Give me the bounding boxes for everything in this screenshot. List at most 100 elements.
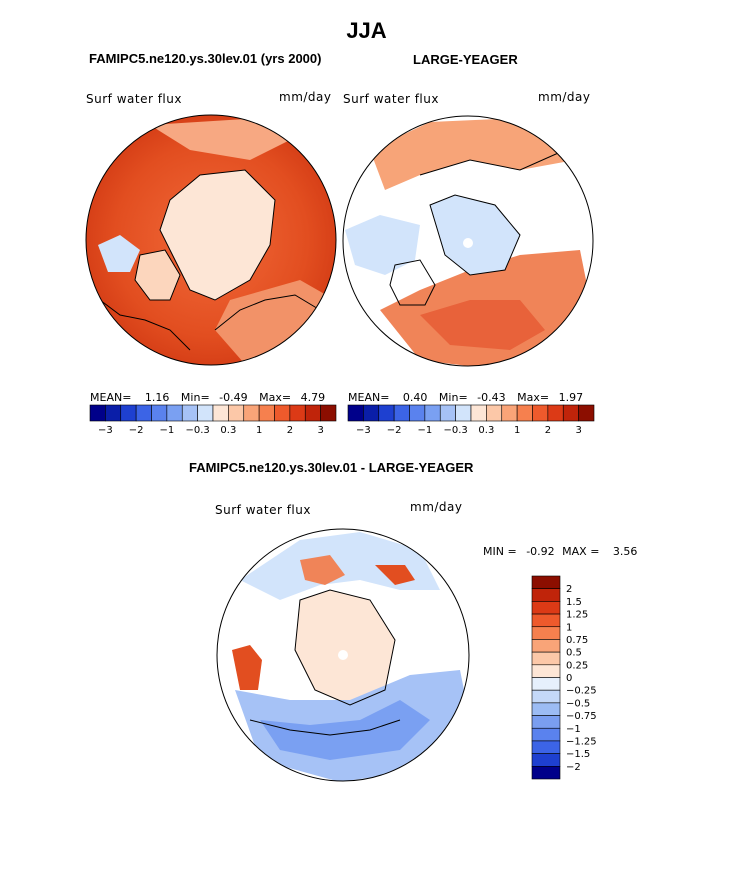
panel2-mean-label: MEAN= xyxy=(348,391,390,404)
panel3-coast-red-2 xyxy=(300,555,345,585)
panel2-case-title: LARGE-YEAGER xyxy=(413,52,518,67)
panel2-coastline-greenland xyxy=(389,259,436,306)
panel2-colorbar-tick-label: 1 xyxy=(514,425,520,436)
panel1-colorbar-box xyxy=(304,404,321,422)
panel2-colorbar-tick-label: −3 xyxy=(356,425,371,436)
panel1-hudson-bay xyxy=(98,235,140,272)
page-title: JJA xyxy=(346,18,387,43)
panel3-map xyxy=(217,529,469,781)
panel1-colorbar-tick-label: 0.3 xyxy=(220,425,236,436)
panel3-colorbar-tick-label: −0.25 xyxy=(566,686,597,697)
panel2-colorbar-box xyxy=(516,404,533,422)
panel1-colorbar-tick-label: 3 xyxy=(317,425,323,436)
panel2-colorbar-box xyxy=(501,404,518,422)
panel3-colorbar-box xyxy=(531,727,561,742)
panel3-colorbar-box xyxy=(531,677,561,691)
panel1-colorbar-box xyxy=(135,404,152,422)
panel3-coast-red-1 xyxy=(232,645,262,690)
panel2-colorbar-box xyxy=(547,404,564,422)
panel1-colorbar: −3 −2 −1 −0.3 0.3 1 2 3 xyxy=(89,404,337,436)
panel3-colorbar-tick-label: 0.25 xyxy=(566,660,588,671)
panel2-colorbar-box xyxy=(532,404,549,422)
panel2-colorbar-tick-label: 2 xyxy=(545,425,551,436)
panel1-colorbar-box xyxy=(120,404,137,422)
panel1-colorbar-tick-label: 2 xyxy=(287,425,293,436)
panel3-max-label: MAX = xyxy=(562,545,600,558)
panel2-mean-value: 0.40 xyxy=(402,391,428,404)
panel2-pacific-field xyxy=(370,118,575,190)
panel2-colorbar-tick-label: 0.3 xyxy=(478,425,494,436)
panel1-colorbar-box xyxy=(197,404,214,422)
panel1-land-pacific xyxy=(150,118,290,160)
panel3-min-value: -0.92 xyxy=(526,545,555,558)
panel1-colorbar-box xyxy=(89,404,106,422)
panel3-variable-label: Surf water flux xyxy=(215,503,311,517)
panel1-colorbar-box xyxy=(243,404,260,422)
panel3-colorbar-box xyxy=(531,613,561,628)
panel2-colorbar-box xyxy=(424,404,441,422)
panel1-variable-label: Surf water flux xyxy=(86,92,182,106)
panel3-colorbar-tick-label: −0.75 xyxy=(566,711,597,722)
panel3-pacific-field xyxy=(240,532,440,600)
panel1-colorbar-tick-label: −3 xyxy=(98,425,113,436)
panel2-stats: MEAN= 0.40 Min= -0.43 Max= 1.97 xyxy=(348,391,594,404)
panel1-coastline-north-america xyxy=(99,299,191,351)
panel1-mean-label: MEAN= xyxy=(90,391,132,404)
panel1-min-label: Min= xyxy=(180,391,210,404)
panel2-colorbar-tick-label: −2 xyxy=(387,425,402,436)
panel3-colorbar-box xyxy=(531,753,561,767)
panel3-colorbar-box xyxy=(531,575,561,589)
panel1-stats: MEAN= 1.16 Min= -0.49 Max= 4.79 xyxy=(90,391,336,404)
panel1-colorbar-box xyxy=(289,404,306,422)
panel1-colorbar-box xyxy=(274,404,291,422)
panel1-greenland xyxy=(135,250,180,300)
panel1-units-label: mm/day xyxy=(279,90,332,104)
panel2-units-label: mm/day xyxy=(538,90,591,104)
panel3-colorbar-tick-label: 1.25 xyxy=(566,610,588,621)
panel1-map-border xyxy=(85,114,337,366)
panel3-stats: MIN = -0.92 MAX = 3.56 xyxy=(483,545,637,558)
panel3-colorbar-tick-label: 0 xyxy=(566,673,572,684)
panel3-colorbar-box xyxy=(531,601,561,615)
panel2-colorbar-box xyxy=(578,404,595,422)
panel2-pole-hole xyxy=(463,238,473,248)
panel1-colorbar-box xyxy=(320,404,337,422)
panel2-colorbar: −3 −2 −1 −0.3 0.3 1 2 3 xyxy=(347,404,595,436)
panel2-colorbar-box xyxy=(347,404,364,422)
panel2-colorbar-box xyxy=(378,404,395,422)
panel1-colorbar-tick-label: 1 xyxy=(256,425,262,436)
panel2-map-border xyxy=(342,115,594,367)
panel3-colorbar-box xyxy=(531,689,561,704)
panel3-units-label: mm/day xyxy=(410,500,463,514)
panel1-coastline-europe xyxy=(214,294,321,331)
panel1-colorbar-box xyxy=(258,404,275,422)
panel3-colorbar-box xyxy=(531,588,561,602)
panel2-colorbar-box xyxy=(439,404,456,422)
panel1-coastline-greenland xyxy=(134,249,181,301)
panel3-coast-red-3 xyxy=(375,565,415,585)
panel1-coastline-arctic xyxy=(159,169,276,301)
panel3-colorbar-tick-label: −1.25 xyxy=(566,736,597,747)
panel3-colorbar-tick-label: −1 xyxy=(566,724,581,735)
panel1-colorbar-box xyxy=(105,404,122,422)
panel2-max-label: Max= xyxy=(517,391,550,404)
panel2-min-label: Min= xyxy=(438,391,468,404)
panel2-colorbar-box xyxy=(486,404,503,422)
panel1-arctic-ocean xyxy=(160,170,275,300)
panel3-colorbar-tick-label: −1.5 xyxy=(566,749,590,760)
panel3-colorbar-box xyxy=(531,715,561,729)
panel3-colorbar-box xyxy=(531,740,561,754)
panel2-colorbar-box xyxy=(455,404,472,422)
panel2-colorbar-tick-label: −1 xyxy=(418,425,433,436)
panel3-max-value: 3.56 xyxy=(612,545,638,558)
panel1-colorbar-tick-label: −0.3 xyxy=(185,425,209,436)
panel2-colorbar-box xyxy=(409,404,426,422)
panel1-colorbar-box xyxy=(228,404,245,422)
panel3-colorbar-box xyxy=(531,651,561,666)
panel1-map xyxy=(86,115,336,365)
panel2-map xyxy=(343,116,593,366)
panel1-min-value: -0.49 xyxy=(219,391,248,404)
panel3-colorbar-box xyxy=(531,639,561,653)
panel3-pole-hole xyxy=(338,650,348,660)
